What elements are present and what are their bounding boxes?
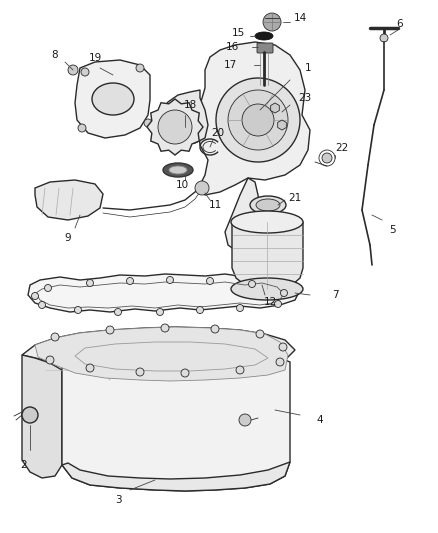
Text: 16: 16: [226, 42, 239, 52]
Circle shape: [216, 78, 300, 162]
Circle shape: [195, 181, 209, 195]
Text: 23: 23: [298, 93, 311, 103]
Text: 20: 20: [212, 128, 225, 138]
Text: 17: 17: [223, 60, 237, 70]
Circle shape: [114, 309, 121, 316]
Circle shape: [276, 358, 284, 366]
Circle shape: [158, 110, 192, 144]
Ellipse shape: [231, 278, 303, 300]
Ellipse shape: [92, 83, 134, 115]
Circle shape: [280, 289, 287, 296]
Polygon shape: [160, 90, 208, 143]
Circle shape: [68, 65, 78, 75]
Text: 5: 5: [389, 225, 396, 235]
Circle shape: [211, 325, 219, 333]
Circle shape: [263, 13, 281, 31]
Polygon shape: [198, 42, 310, 195]
Text: 9: 9: [65, 233, 71, 243]
Circle shape: [228, 90, 288, 150]
Circle shape: [322, 153, 332, 163]
Circle shape: [32, 293, 39, 300]
Polygon shape: [225, 178, 265, 252]
Polygon shape: [62, 462, 290, 491]
Text: 4: 4: [317, 415, 323, 425]
Text: 18: 18: [184, 100, 197, 110]
Text: 15: 15: [231, 28, 245, 38]
Circle shape: [279, 343, 287, 351]
Text: 8: 8: [52, 50, 58, 60]
Text: 3: 3: [115, 495, 121, 505]
Circle shape: [106, 326, 114, 334]
Circle shape: [86, 279, 93, 287]
Circle shape: [136, 368, 144, 376]
Circle shape: [74, 306, 81, 313]
Circle shape: [206, 278, 213, 285]
Text: 2: 2: [21, 460, 27, 470]
Circle shape: [81, 68, 89, 76]
Circle shape: [46, 356, 54, 364]
Text: 12: 12: [263, 297, 277, 307]
Polygon shape: [147, 99, 203, 155]
Text: 1: 1: [305, 63, 311, 73]
Polygon shape: [278, 120, 286, 130]
Polygon shape: [271, 103, 279, 113]
Text: 21: 21: [288, 193, 302, 203]
Text: 14: 14: [293, 13, 307, 23]
Circle shape: [248, 280, 255, 287]
Text: 7: 7: [332, 290, 338, 300]
Ellipse shape: [255, 32, 273, 40]
Circle shape: [197, 306, 204, 313]
Circle shape: [256, 330, 264, 338]
Polygon shape: [22, 327, 295, 373]
Circle shape: [45, 285, 52, 292]
Circle shape: [242, 104, 274, 136]
Circle shape: [239, 414, 251, 426]
Circle shape: [380, 34, 388, 42]
Polygon shape: [232, 222, 303, 289]
Ellipse shape: [256, 199, 280, 211]
Text: 10: 10: [176, 180, 189, 190]
Polygon shape: [28, 274, 300, 312]
Text: 11: 11: [208, 200, 222, 210]
Polygon shape: [35, 180, 103, 220]
Circle shape: [161, 324, 169, 332]
Circle shape: [144, 119, 152, 127]
Polygon shape: [62, 347, 290, 491]
Polygon shape: [22, 355, 62, 478]
Circle shape: [22, 407, 38, 423]
Ellipse shape: [163, 163, 193, 177]
Circle shape: [39, 302, 46, 309]
Polygon shape: [75, 60, 150, 138]
Text: 22: 22: [336, 143, 349, 153]
Circle shape: [181, 369, 189, 377]
Ellipse shape: [169, 166, 187, 174]
Circle shape: [127, 278, 134, 285]
FancyBboxPatch shape: [257, 43, 273, 53]
Circle shape: [156, 309, 163, 316]
Polygon shape: [35, 327, 288, 381]
Circle shape: [236, 366, 244, 374]
Ellipse shape: [231, 211, 303, 233]
Circle shape: [51, 333, 59, 341]
Ellipse shape: [250, 196, 286, 214]
Circle shape: [275, 301, 282, 308]
Circle shape: [237, 304, 244, 311]
Circle shape: [166, 277, 173, 284]
Text: 19: 19: [88, 53, 102, 63]
Text: 6: 6: [397, 19, 403, 29]
Circle shape: [136, 64, 144, 72]
Circle shape: [86, 364, 94, 372]
Circle shape: [78, 124, 86, 132]
